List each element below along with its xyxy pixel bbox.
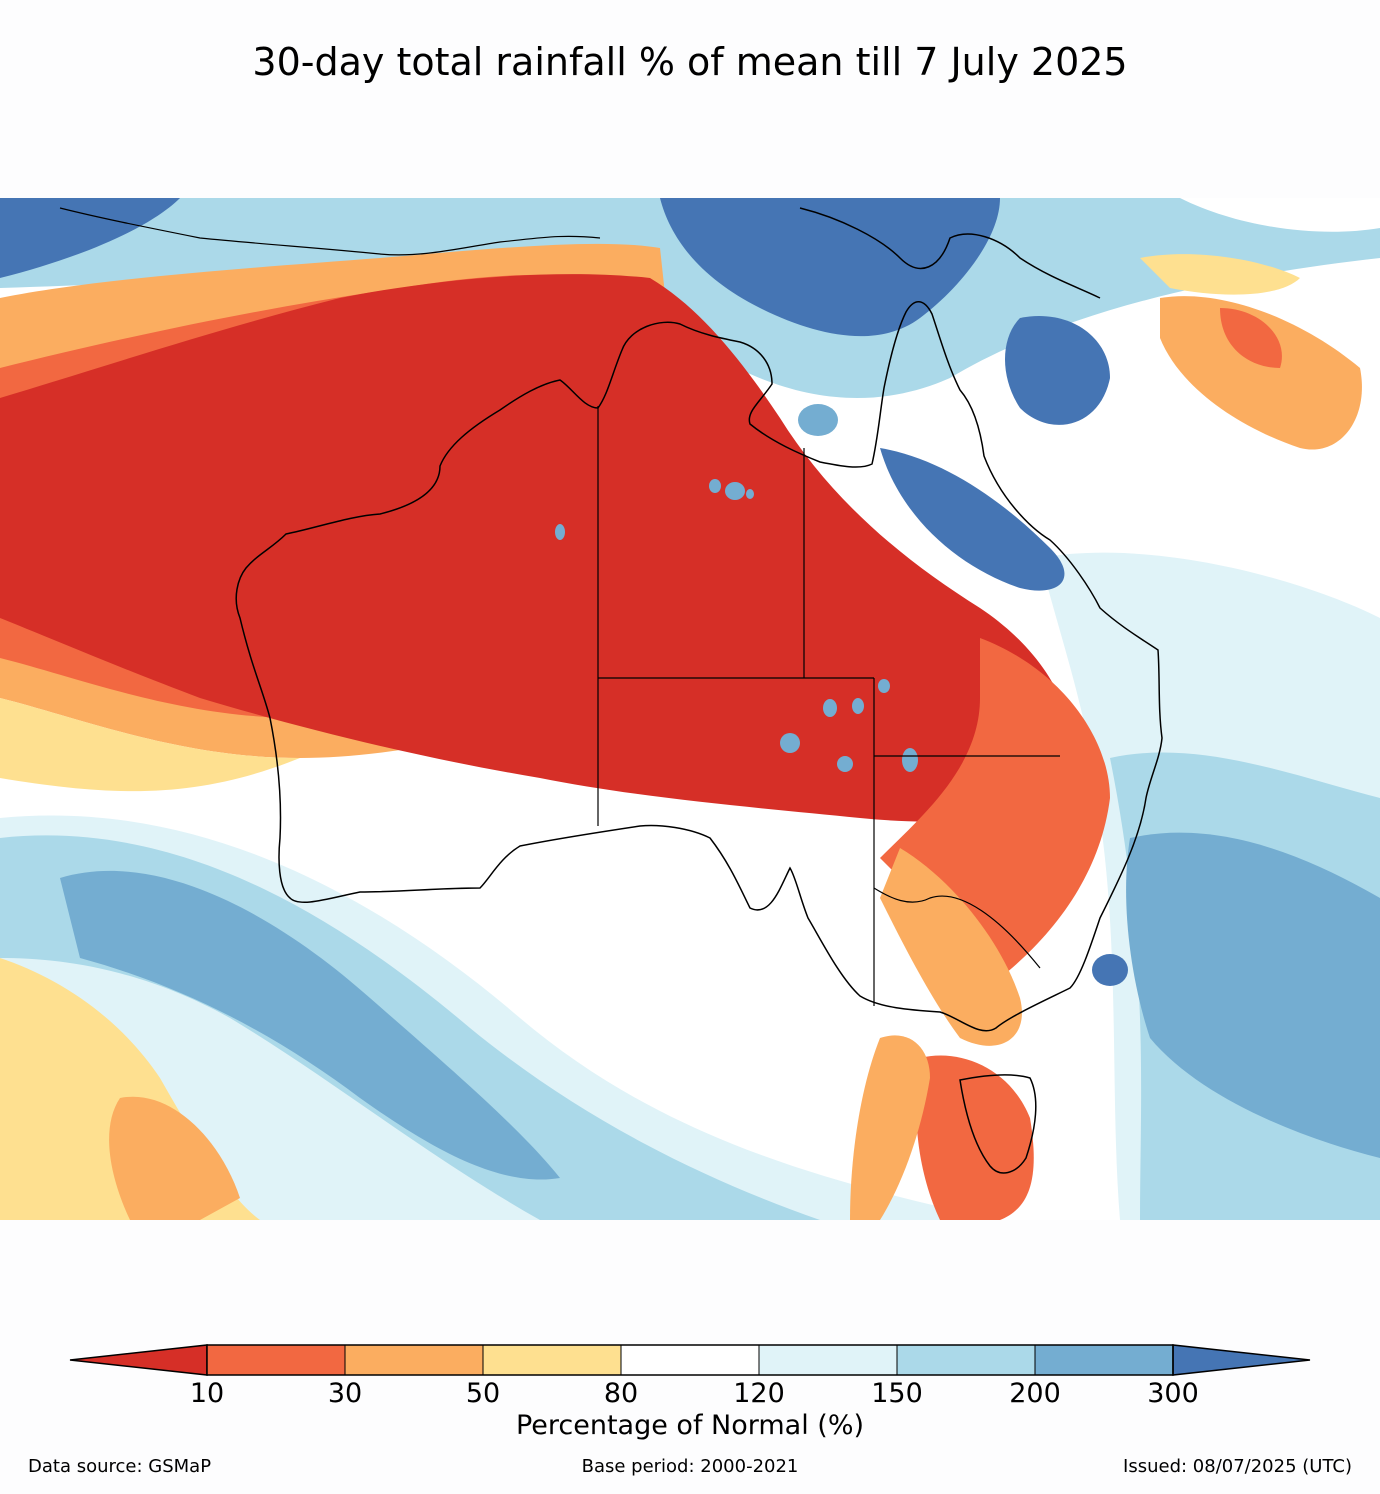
colorbar-lt10-arrow xyxy=(69,1344,208,1376)
data-source-text: Data source: GSMaP xyxy=(28,1456,212,1477)
west-dry-yellow-edge xyxy=(0,698,300,792)
main-dry-red xyxy=(0,274,1072,822)
state-borders xyxy=(597,406,1060,1006)
south-ocean-mid-blue xyxy=(60,870,560,1180)
north-ocean-light xyxy=(0,198,1380,398)
map-title: 30-day total rainfall % of mean till 7 J… xyxy=(252,40,1128,84)
colorbar-50-80 xyxy=(483,1345,621,1375)
northeast-red-patch xyxy=(1220,308,1282,368)
colorbar-tick-300: 300 xyxy=(1147,1378,1199,1409)
interior-wet-spot-7 xyxy=(852,698,864,714)
northeast-orange-patch xyxy=(1160,296,1362,450)
interior-wet-spot-3 xyxy=(746,489,754,499)
colorbar-tick-50: 50 xyxy=(465,1378,501,1409)
colorbar-200-300 xyxy=(1035,1345,1173,1375)
interior-wet-spot-4 xyxy=(555,524,565,540)
interior-wet-spot-10 xyxy=(837,756,853,772)
coral-sea-dark-blue xyxy=(880,448,1065,591)
tasmania-coastline xyxy=(959,1074,1037,1174)
colorbar-tick-80: 80 xyxy=(603,1378,639,1409)
interior-wet-spot-9 xyxy=(902,748,918,772)
colorbar-120-150 xyxy=(759,1345,897,1375)
interior-wet-spot-5 xyxy=(780,733,800,753)
interior-wet-spot-2 xyxy=(709,479,721,493)
south-ocean-orange-patch xyxy=(109,1096,240,1220)
northwest-dark-blue xyxy=(0,198,180,278)
colorbar-frame xyxy=(206,1344,1174,1376)
colorbar-150-200 xyxy=(897,1345,1035,1375)
rainfall-map-svg xyxy=(0,198,1380,1220)
interior-wet-spot-1 xyxy=(725,482,745,500)
colorbar-tick-150: 150 xyxy=(871,1378,923,1409)
colorbar-80-120 xyxy=(621,1345,759,1375)
colorbar-gt300-arrow xyxy=(1172,1344,1311,1376)
northeast-yellow-patch xyxy=(1140,254,1300,295)
colorbar-10-30 xyxy=(207,1345,345,1375)
interior-wet-spot-8 xyxy=(878,679,890,693)
coral-sea-blue-east xyxy=(1005,316,1110,425)
colorbar-tick-10: 10 xyxy=(189,1378,225,1409)
base-period-text: Base period: 2000-2021 xyxy=(581,1456,799,1477)
rainfall-map xyxy=(0,198,1380,1220)
north-ocean-white xyxy=(1180,198,1380,232)
tasmania-light-orange xyxy=(850,1035,930,1220)
north-ocean-dark-blue xyxy=(660,198,1000,337)
interior-wet-spot-6 xyxy=(823,699,837,717)
colorbar xyxy=(69,1344,1311,1376)
issued-date-text: Issued: 08/07/2025 (UTC) xyxy=(1123,1456,1352,1477)
colorbar-label: Percentage of Normal (%) xyxy=(515,1410,865,1441)
east-ocean-mid-blue xyxy=(1126,832,1380,1158)
nsw-vic-border xyxy=(873,887,1041,969)
colorbar-tick-200: 200 xyxy=(1009,1378,1061,1409)
indonesia-coastline xyxy=(59,207,601,256)
colorbar-tick-120: 120 xyxy=(733,1378,785,1409)
east-ocean-dark-blue-spot xyxy=(1092,954,1128,986)
colorbar-30-50 xyxy=(345,1345,483,1375)
new-guinea-coastline xyxy=(799,207,1101,299)
gulf-wet-spot xyxy=(798,404,838,436)
colorbar-tick-30: 30 xyxy=(327,1378,363,1409)
southeast-light-orange xyxy=(880,848,1022,1046)
